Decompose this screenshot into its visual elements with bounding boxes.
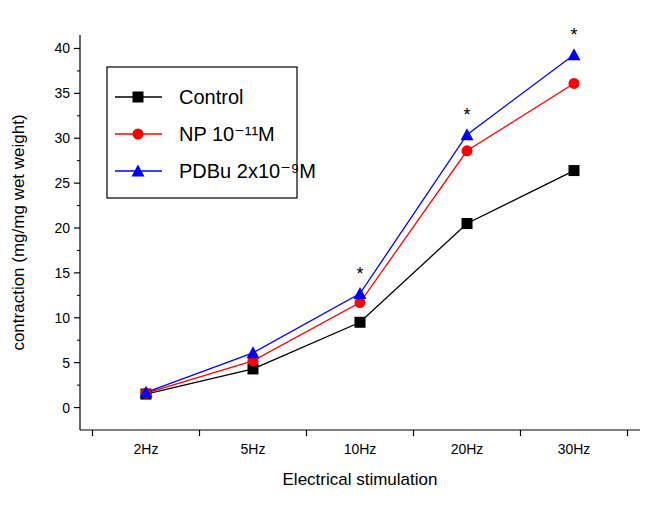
minor-tick — [77, 115, 80, 116]
legend-label: PDBu 2x10⁻⁹M — [179, 160, 316, 182]
x-tick — [413, 430, 414, 436]
y-tick — [74, 93, 80, 94]
data-point — [569, 165, 580, 176]
legend-marker — [133, 92, 144, 103]
legend-marker — [133, 129, 144, 140]
x-tick — [520, 430, 521, 436]
y-tick — [74, 48, 80, 49]
annotation: * — [570, 25, 577, 45]
legend-label: NP 10⁻¹¹M — [179, 123, 275, 145]
x-tick-label: 10Hz — [344, 441, 377, 457]
legend-label: Control — [179, 86, 243, 108]
x-tick — [199, 430, 200, 436]
minor-tick — [77, 295, 80, 296]
x-tick-label: 30Hz — [558, 441, 591, 457]
data-point — [461, 128, 474, 140]
y-tick — [74, 317, 80, 318]
y-tick-label: 5 — [62, 355, 70, 371]
data-point — [355, 317, 366, 328]
minor-tick — [77, 70, 80, 71]
x-tick — [627, 430, 628, 436]
y-tick-label: 35 — [54, 85, 70, 101]
y-tick — [74, 362, 80, 363]
y-tick — [74, 227, 80, 228]
legend: Control NP 10⁻¹¹M PDBu 2x10⁻⁹M — [107, 67, 316, 198]
y-tick-label: 40 — [54, 40, 70, 56]
series-line — [146, 171, 574, 395]
minor-tick — [77, 205, 80, 206]
y-tick — [74, 138, 80, 139]
y-tick — [74, 272, 80, 273]
y-axis — [79, 35, 80, 430]
y-axis-label: contraction (mg/mg wet weight) — [9, 114, 28, 350]
y-tick-label: 0 — [62, 400, 70, 416]
minor-tick — [77, 160, 80, 161]
data-point — [462, 218, 473, 229]
y-tick-label: 30 — [54, 130, 70, 146]
chart: 0 5 10 15 20 25 30 35 40 2Hz 5Hz 10Hz 20Hz 30Hz Electr… — [0, 0, 670, 517]
y-tick-label: 20 — [54, 220, 70, 236]
series-line — [146, 55, 574, 393]
minor-tick — [77, 340, 80, 341]
annotation: * — [463, 105, 470, 125]
y-tick — [74, 183, 80, 184]
data-point — [462, 145, 473, 156]
y-tick-label: 25 — [54, 175, 70, 191]
data-point — [569, 78, 580, 89]
annotation: * — [356, 264, 363, 284]
x-axis — [80, 429, 640, 430]
x-tick — [306, 430, 307, 436]
data-point — [140, 386, 153, 398]
data-point — [354, 287, 367, 299]
x-tick-label: 20Hz — [451, 441, 484, 457]
plot-area — [140, 48, 581, 399]
x-axis-label: Electrical stimulation — [283, 470, 438, 489]
minor-tick — [77, 385, 80, 386]
y-tick-label: 15 — [54, 265, 70, 281]
series-line — [146, 83, 574, 393]
y-tick-label: 10 — [54, 310, 70, 326]
data-point — [247, 346, 260, 358]
x-tick — [92, 430, 93, 436]
x-tick-label: 2Hz — [134, 441, 159, 457]
y-tick — [74, 407, 80, 408]
x-tick-label: 5Hz — [241, 441, 266, 457]
legend-marker — [132, 165, 145, 177]
data-point — [568, 48, 581, 60]
minor-tick — [77, 250, 80, 251]
